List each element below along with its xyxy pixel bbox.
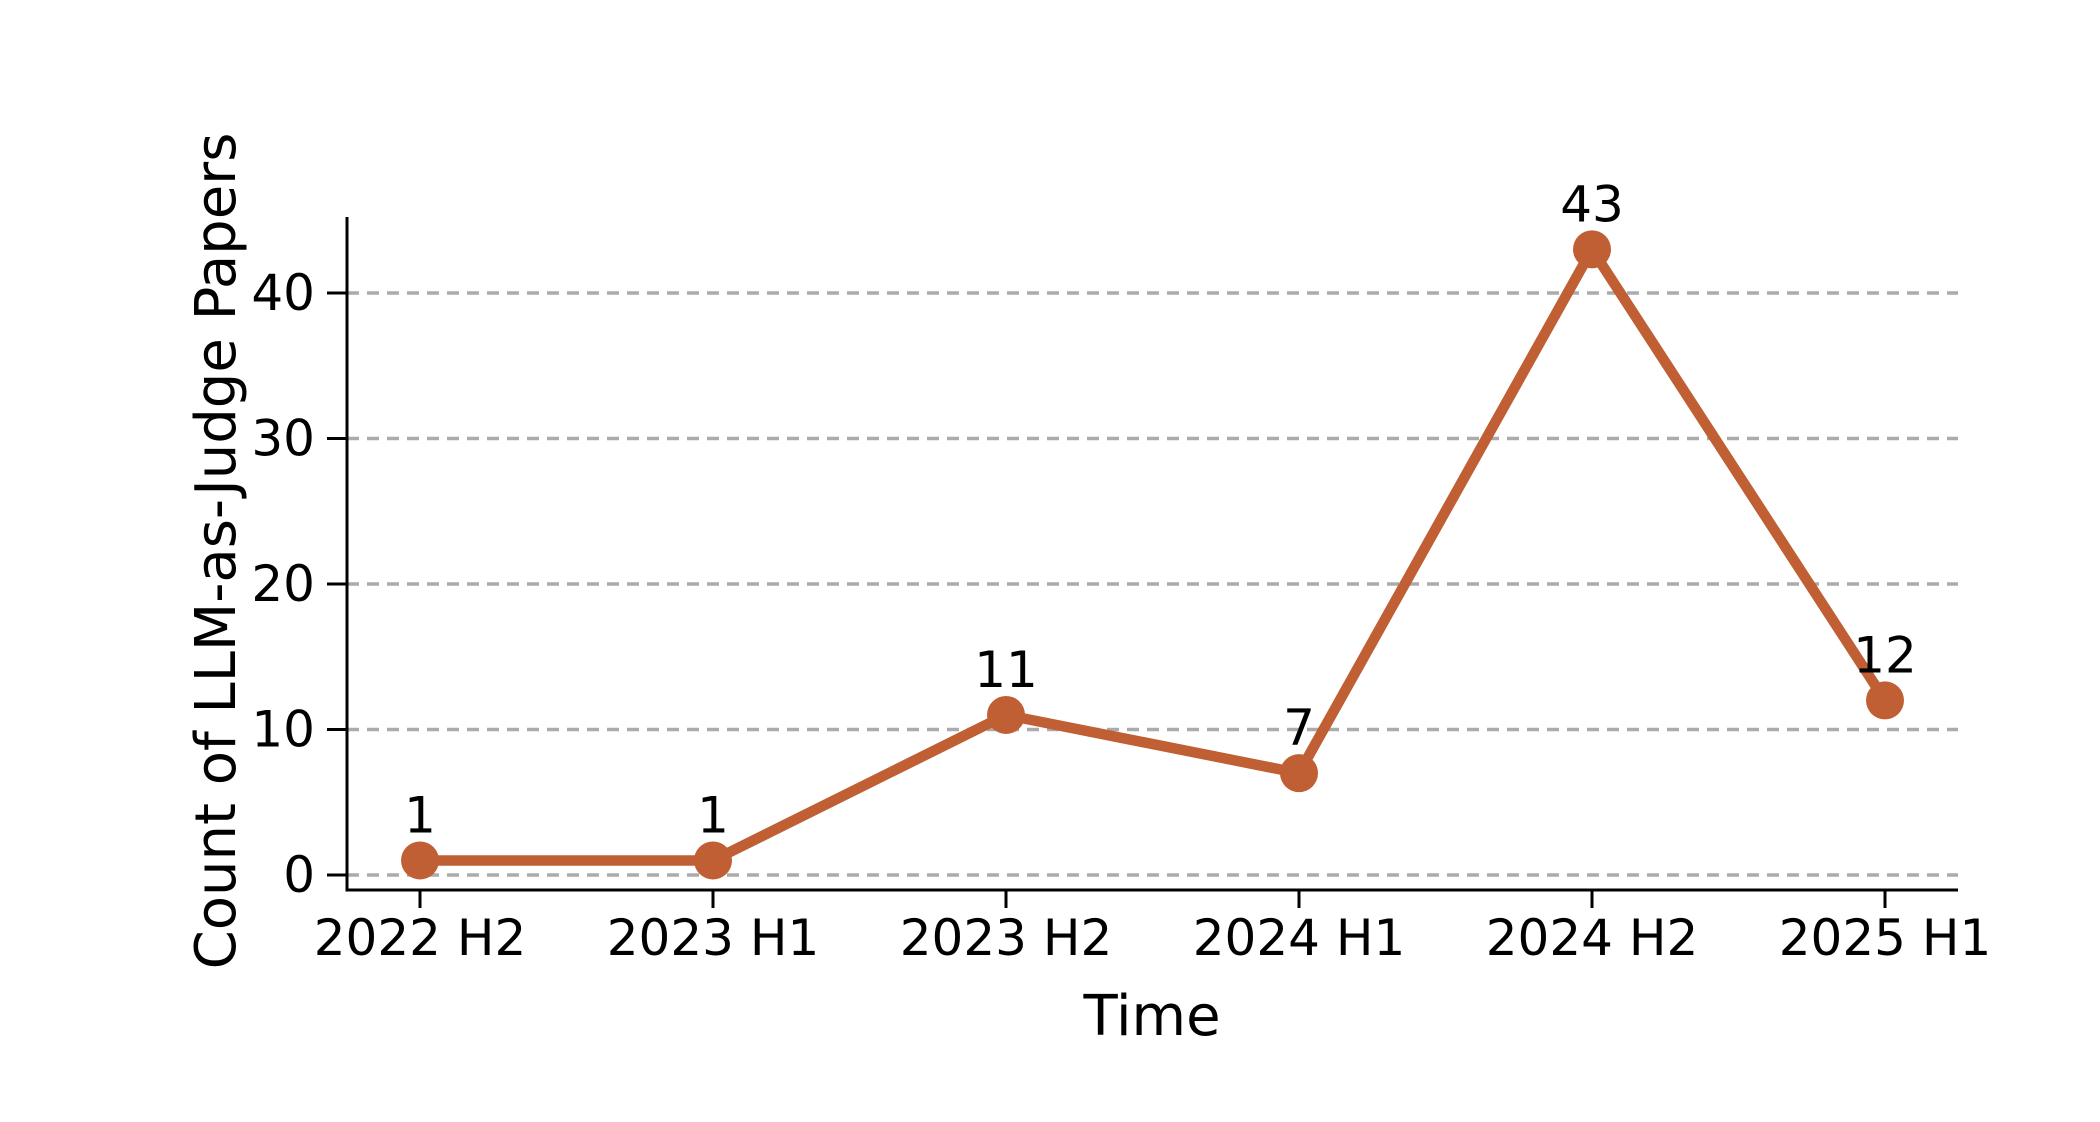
data-point-marker <box>1866 681 1904 720</box>
x-tick-label: 2023 H2 <box>900 909 1113 967</box>
data-point-label: 1 <box>697 786 729 844</box>
x-tick-label: 2024 H2 <box>1486 909 1699 967</box>
data-point-marker <box>1573 230 1611 269</box>
x-tick-label: 2024 H1 <box>1193 909 1406 967</box>
data-point-marker <box>401 841 439 880</box>
x-tick-label: 2023 H1 <box>607 909 820 967</box>
y-tick-label: 20 <box>251 555 315 613</box>
y-tick-label: 30 <box>251 410 315 468</box>
data-point-marker <box>694 841 732 880</box>
x-tick-label: 2025 H1 <box>1779 909 1992 967</box>
data-point-label: 1 <box>404 786 436 844</box>
gridlines-layer <box>347 291 1958 877</box>
x-axis-label: Time <box>1082 984 1220 1049</box>
data-series-layer <box>401 230 1904 880</box>
data-point-label: 7 <box>1283 699 1315 757</box>
y-axis-label: Count of LLM-as-Judge Papers <box>184 133 249 970</box>
data-point-marker <box>987 695 1025 734</box>
axes-layer: 0 10 20 30 40 2022 H2 2023 H1 2023 H2 2024 H1 202… <box>251 217 1991 967</box>
y-tick-label: 0 <box>283 846 315 904</box>
data-point-marker <box>1280 754 1318 793</box>
y-tick-label: 40 <box>251 264 315 322</box>
data-point-label: 12 <box>1853 626 1917 684</box>
x-tick-label: 2022 H2 <box>314 909 527 967</box>
y-tick-label: 10 <box>251 701 315 759</box>
data-point-label: 43 <box>1560 175 1624 233</box>
data-point-label: 11 <box>974 641 1038 699</box>
data-line <box>414 244 1891 866</box>
